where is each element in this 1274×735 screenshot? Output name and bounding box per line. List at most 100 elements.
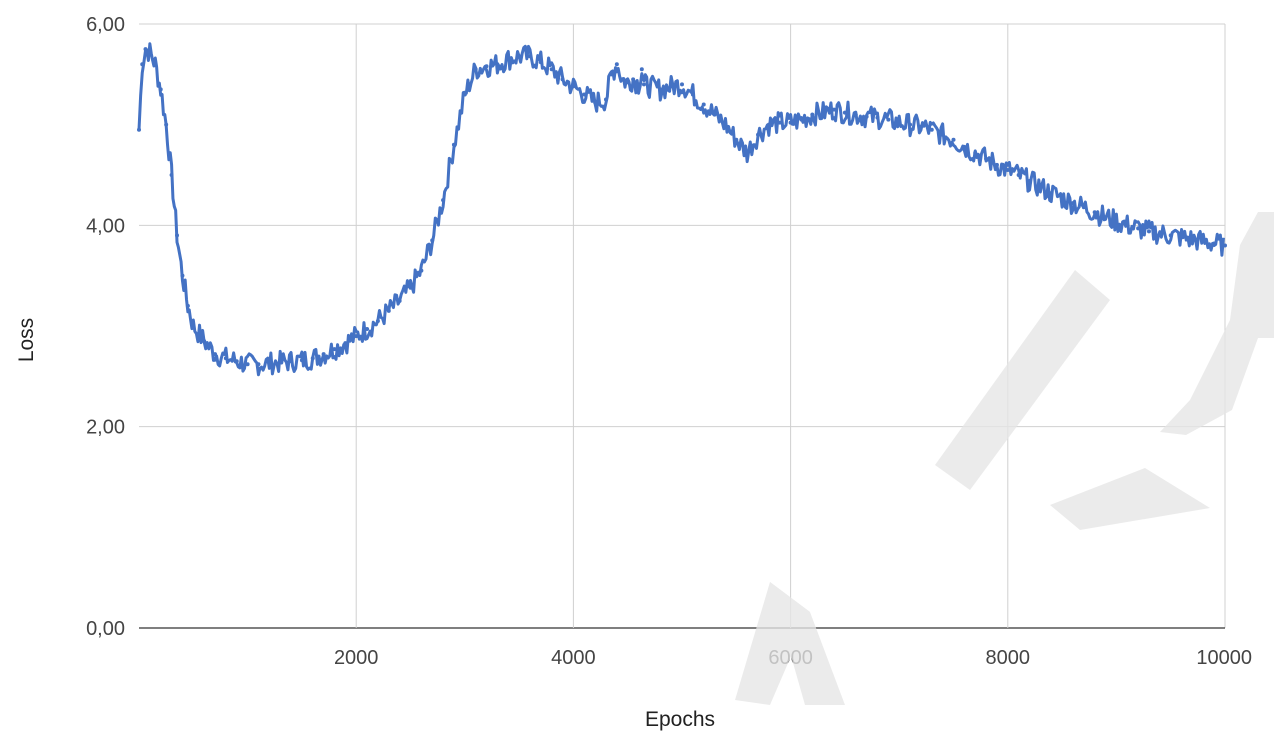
data-point — [1049, 191, 1054, 196]
data-point — [143, 47, 148, 52]
data-point — [223, 356, 228, 361]
data-point — [766, 122, 771, 127]
data-point — [799, 117, 804, 122]
data-point — [153, 62, 158, 67]
data-point — [473, 67, 478, 72]
data-point — [185, 303, 190, 308]
data-point — [517, 54, 522, 59]
grid-lines — [139, 23, 1226, 629]
data-point — [202, 339, 207, 344]
data-point — [386, 308, 391, 313]
data-point — [603, 97, 608, 102]
data-point — [441, 198, 446, 203]
data-point — [538, 60, 543, 65]
data-point — [875, 115, 880, 120]
data-point — [756, 132, 761, 137]
watermark — [735, 212, 1274, 705]
data-point — [164, 122, 169, 127]
data-point — [853, 112, 858, 117]
data-point — [647, 84, 652, 89]
data-point — [951, 137, 956, 142]
data-point — [658, 87, 663, 92]
data-point — [788, 120, 793, 125]
data-point — [723, 122, 728, 127]
data-point — [1027, 179, 1032, 184]
data-point — [213, 352, 218, 357]
data-point — [908, 122, 913, 127]
data-point — [343, 341, 348, 346]
series-line-0 — [137, 42, 1225, 377]
data-point — [918, 124, 923, 129]
data-point — [886, 117, 891, 122]
data-point — [582, 92, 587, 97]
data-point — [137, 127, 141, 132]
data-point — [620, 77, 625, 82]
data-point — [397, 298, 402, 303]
data-point — [973, 150, 978, 155]
data-point — [641, 82, 646, 87]
data-point — [631, 77, 636, 82]
data-point — [571, 84, 576, 89]
data-point — [864, 114, 869, 119]
y-tick-label: 2,00 — [86, 417, 125, 439]
data-point — [430, 238, 435, 243]
data-point — [506, 57, 511, 62]
data-point — [1125, 223, 1130, 228]
data-point — [1212, 241, 1217, 246]
data-point — [1146, 229, 1151, 234]
data-point — [289, 359, 294, 364]
data-point — [310, 356, 315, 361]
data-point — [1179, 235, 1184, 240]
x-tick-label: 4000 — [551, 647, 596, 669]
data-point — [669, 84, 674, 89]
series-group — [137, 42, 1227, 377]
data-point — [191, 324, 196, 328]
x-axis-label: Epochs — [645, 708, 715, 731]
data-point — [636, 82, 641, 87]
data-point — [1168, 233, 1173, 238]
data-point — [278, 360, 283, 365]
data-point — [484, 64, 489, 69]
data-point — [234, 359, 239, 364]
x-tick-label: 10000 — [1196, 647, 1252, 669]
data-point — [984, 156, 989, 161]
data-point — [593, 100, 598, 105]
data-point — [527, 54, 532, 59]
data-point — [680, 82, 684, 87]
y-tick-label: 0,00 — [86, 618, 125, 640]
y-tick-label: 4,00 — [86, 215, 125, 237]
data-point — [462, 92, 467, 97]
data-point — [1060, 196, 1065, 201]
data-point — [267, 361, 272, 366]
data-point — [408, 285, 413, 290]
data-point — [375, 318, 380, 323]
data-point — [1016, 173, 1021, 177]
data-point — [451, 142, 456, 147]
data-point — [140, 62, 145, 67]
data-point — [1070, 201, 1075, 206]
data-point — [365, 327, 370, 332]
x-tick-label: 2000 — [334, 647, 379, 669]
y-tick-label: 6,00 — [86, 14, 125, 36]
data-point — [169, 173, 174, 177]
data-point — [1201, 239, 1206, 244]
data-point — [690, 92, 695, 97]
data-point — [777, 120, 782, 125]
data-point — [175, 233, 180, 238]
data-point — [1005, 167, 1010, 172]
data-point — [354, 334, 359, 339]
data-point — [299, 358, 304, 363]
data-point — [1081, 205, 1086, 210]
data-point — [609, 72, 614, 77]
data-point — [1114, 219, 1119, 224]
y-axis-label: Loss — [15, 318, 38, 362]
data-point — [821, 110, 826, 115]
data-point — [321, 352, 326, 357]
data-point — [639, 67, 644, 72]
data-point — [832, 107, 837, 112]
data-point — [1223, 243, 1227, 248]
data-point — [994, 162, 999, 167]
data-point — [1103, 215, 1108, 220]
data-point — [560, 77, 565, 82]
